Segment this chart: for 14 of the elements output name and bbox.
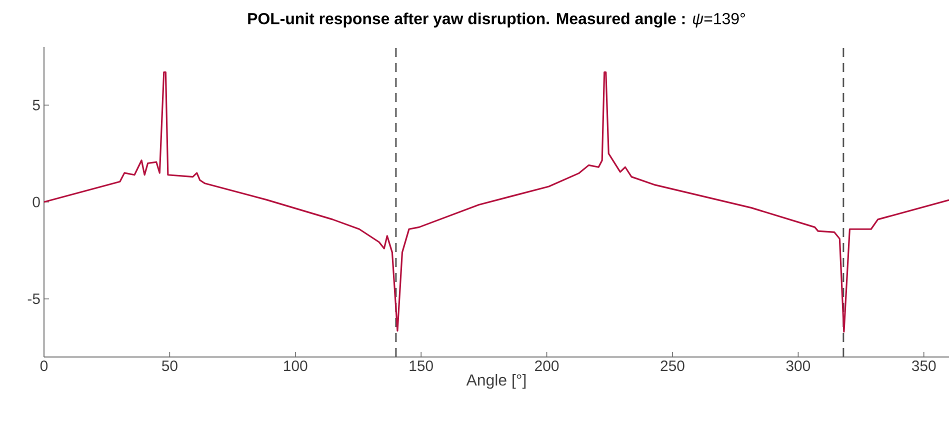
y-tick-label: 5 [32, 100, 40, 110]
x-tick-label: 0 [40, 360, 48, 372]
x-tick-label: 50 [162, 360, 178, 372]
y-tick-label: -5 [28, 294, 40, 304]
x-tick-label: 150 [410, 360, 433, 372]
x-tick-label: 200 [535, 360, 559, 372]
line-series [43, 71, 949, 333]
x-tick-label: 350 [912, 360, 936, 372]
y-tick-label: 0 [32, 196, 40, 208]
x-tick-label: 250 [660, 360, 684, 372]
chart-title: POL-unit response after yaw disruption. Measured angle : ψ=139° [248, 12, 745, 28]
x-axis-title: Angle [°] [466, 374, 526, 389]
x-tick-label: 100 [284, 360, 308, 372]
x-tick-label: 300 [786, 360, 810, 372]
